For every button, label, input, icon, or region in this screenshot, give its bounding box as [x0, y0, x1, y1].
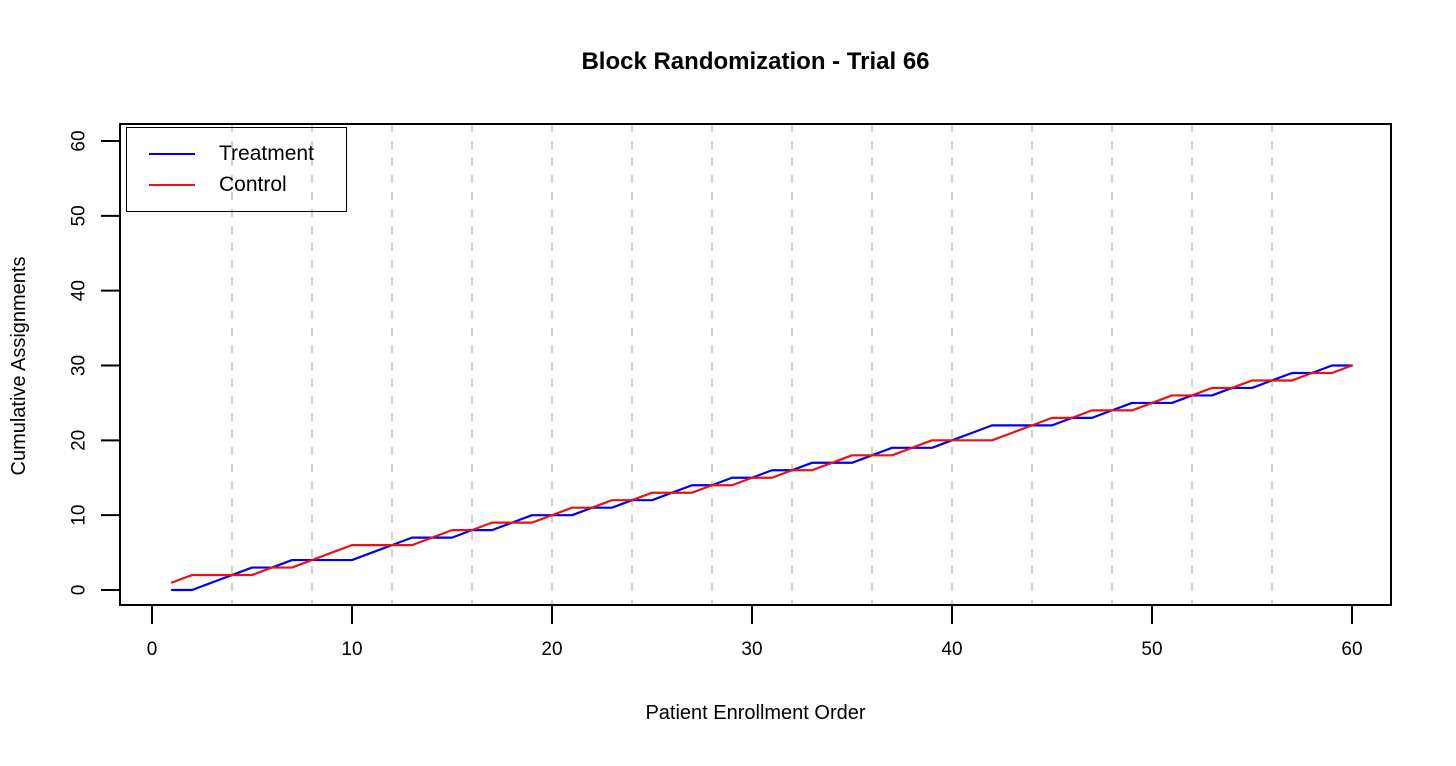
legend-label-control: Control	[219, 173, 287, 196]
svg-text:40: 40	[69, 280, 90, 301]
treatment-line-swatch	[149, 153, 195, 155]
svg-text:60: 60	[1341, 639, 1362, 660]
svg-text:30: 30	[741, 639, 762, 660]
svg-text:10: 10	[69, 505, 90, 526]
chart-title: Block Randomization - Trial 66	[581, 48, 930, 75]
legend-label-treatment: Treatment	[219, 142, 314, 165]
svg-text:20: 20	[69, 430, 90, 451]
svg-text:40: 40	[941, 639, 962, 660]
svg-text:30: 30	[69, 355, 90, 376]
svg-text:50: 50	[69, 205, 90, 226]
svg-text:50: 50	[1141, 639, 1162, 660]
control-line-swatch	[149, 184, 195, 186]
legend-item-control: Control	[149, 173, 346, 196]
svg-text:60: 60	[69, 130, 90, 151]
svg-text:0: 0	[147, 639, 158, 660]
legend-box: Treatment Control	[126, 127, 347, 212]
x-axis-label: Patient Enrollment Order	[645, 702, 866, 724]
svg-text:20: 20	[541, 639, 562, 660]
svg-text:10: 10	[341, 639, 362, 660]
legend-item-treatment: Treatment	[149, 142, 346, 165]
svg-text:0: 0	[69, 585, 90, 596]
